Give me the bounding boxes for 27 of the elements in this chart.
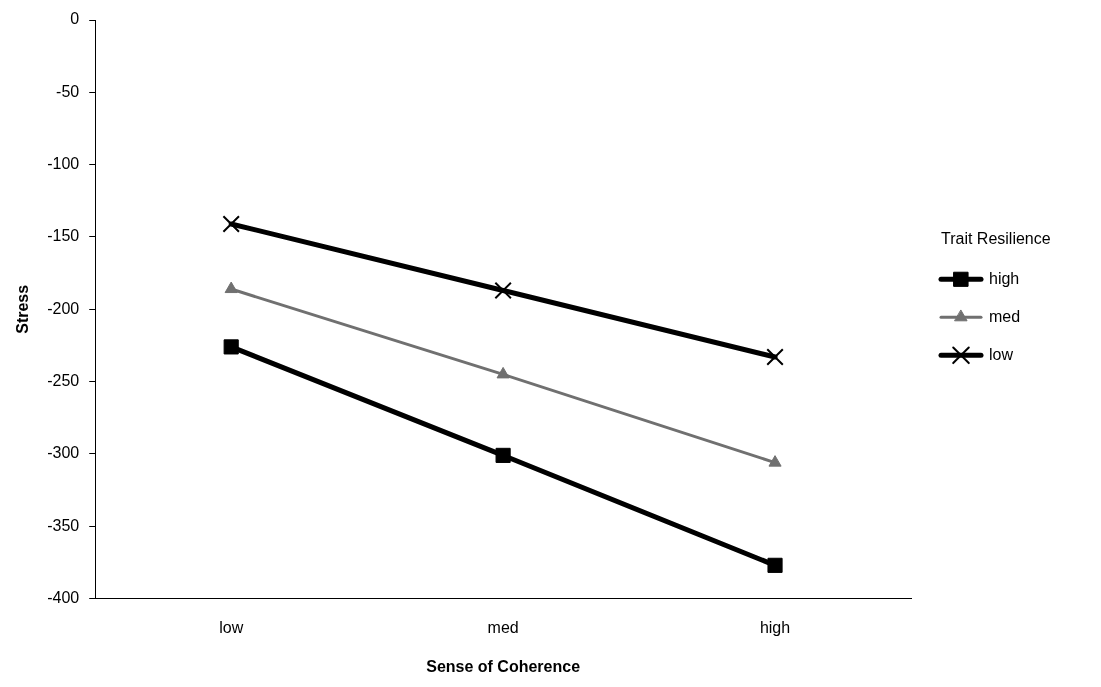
- legend-label: low: [989, 345, 1014, 363]
- point: [496, 366, 510, 379]
- y-tick-label: -300: [47, 444, 80, 462]
- point: [223, 339, 239, 355]
- y-tick-label: -150: [47, 227, 80, 245]
- point: [222, 215, 240, 233]
- y-tick-label: -50: [56, 82, 80, 100]
- point: [768, 455, 782, 467]
- legend-label: med: [989, 307, 1021, 325]
- legend-title: Trait Resilience: [941, 229, 1051, 247]
- y-tick-label: -400: [47, 589, 80, 607]
- x-tick-label: med: [487, 618, 519, 636]
- y-tick-label: -100: [47, 155, 80, 173]
- point: [224, 281, 238, 294]
- y-tick-label: -200: [47, 299, 80, 317]
- point: [766, 348, 784, 366]
- point: [767, 557, 783, 573]
- y-tick-label: -250: [47, 372, 80, 390]
- y-tick-label: 0: [70, 10, 80, 28]
- x-tick-label: high: [759, 618, 791, 636]
- y-axis-title: Stress: [14, 284, 32, 334]
- point: [494, 281, 512, 300]
- y-tick-label: -350: [47, 516, 80, 534]
- x-axis-title: Sense of Coherence: [426, 657, 581, 675]
- point: [495, 447, 511, 463]
- legend-label: high: [989, 269, 1020, 287]
- x-tick-label: low: [219, 618, 244, 636]
